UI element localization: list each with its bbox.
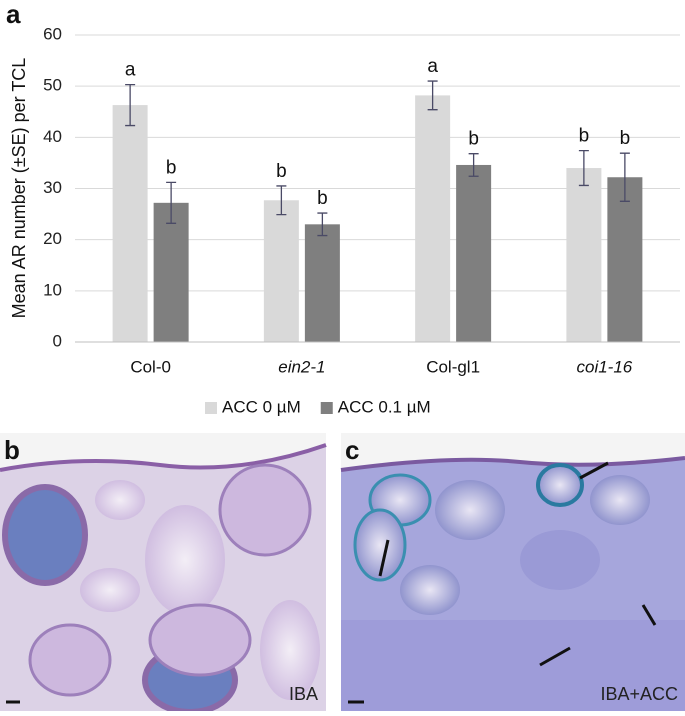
- y-tick-label: 50: [43, 76, 62, 95]
- legend-label: ACC 0 µM: [222, 397, 301, 416]
- micrograph-b: [0, 433, 327, 715]
- x-tick-label: Col-0: [130, 357, 171, 376]
- error-bar: [468, 153, 479, 177]
- bar: [263, 200, 299, 342]
- y-axis-label: Mean AR number (±SE) per TCL: [9, 58, 29, 319]
- bar: [415, 95, 451, 342]
- error-bar: [578, 149, 589, 187]
- x-tick-label: Col-gl1: [426, 357, 480, 376]
- error-bar: [317, 212, 328, 237]
- significance-letter: b: [276, 161, 287, 182]
- significance-letter: b: [317, 188, 328, 209]
- bar: [607, 177, 643, 342]
- panel-label: a: [6, 0, 21, 29]
- significance-letter: b: [468, 129, 479, 150]
- significance-letter: a: [427, 56, 438, 77]
- panel-label: b: [4, 435, 20, 465]
- micrograph-c: [340, 433, 685, 711]
- error-bar: [125, 83, 136, 127]
- error-bar: [276, 185, 287, 216]
- y-tick-label: 30: [43, 178, 62, 197]
- significance-letter: b: [166, 157, 177, 178]
- panel-label: c: [345, 435, 359, 465]
- panel-caption: IBA+ACC: [600, 684, 678, 704]
- bar: [304, 224, 340, 342]
- y-tick-label: 0: [53, 331, 62, 350]
- legend-swatch: [320, 402, 333, 414]
- error-bar: [166, 181, 177, 224]
- y-tick-label: 20: [43, 229, 62, 248]
- significance-letter: b: [620, 128, 631, 149]
- error-bar: [619, 152, 630, 202]
- y-tick-label: 40: [43, 127, 62, 146]
- bar: [566, 168, 602, 342]
- bar: [112, 105, 148, 343]
- significance-letter: a: [125, 60, 136, 81]
- bar: [456, 164, 492, 342]
- error-bar: [427, 80, 438, 111]
- x-tick-label: ein2-1: [278, 357, 325, 376]
- y-tick-label: 10: [43, 280, 62, 299]
- legend-label: ACC 0.1 µM: [338, 397, 431, 416]
- panel-caption: IBA: [289, 684, 318, 704]
- significance-letter: b: [579, 126, 590, 147]
- legend-swatch: [205, 402, 217, 414]
- bar: [153, 202, 189, 342]
- y-tick-label: 60: [43, 24, 62, 43]
- x-tick-label: coi1-16: [576, 357, 632, 376]
